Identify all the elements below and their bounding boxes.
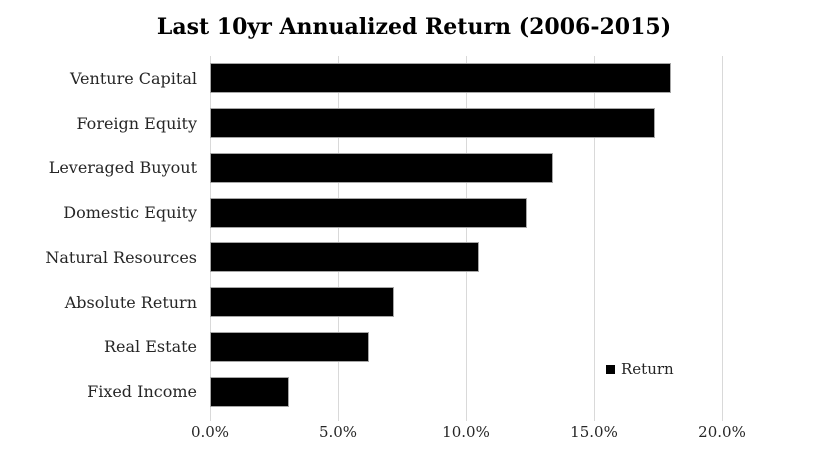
legend-square-icon bbox=[606, 364, 615, 374]
category-label: Domestic Equity bbox=[63, 203, 197, 223]
x-tick-label: 15.0% bbox=[570, 423, 618, 441]
category-label: Foreign Equity bbox=[76, 113, 197, 133]
bar-row bbox=[210, 235, 722, 280]
category-label: Natural Resources bbox=[45, 247, 197, 267]
axis-tick bbox=[210, 414, 211, 421]
bar bbox=[210, 331, 369, 362]
x-tick-label: 20.0% bbox=[698, 423, 746, 441]
bar-row bbox=[210, 369, 722, 414]
axis-tick bbox=[722, 414, 723, 421]
chart-title: Last 10yr Annualized Return (2006-2015) bbox=[156, 14, 672, 40]
bar-row bbox=[210, 146, 722, 191]
gridline bbox=[210, 56, 211, 414]
gridline bbox=[466, 56, 467, 414]
bar-row bbox=[210, 56, 722, 101]
bar-row bbox=[210, 280, 722, 325]
bar-rows bbox=[210, 56, 722, 414]
category-label: Absolute Return bbox=[64, 292, 197, 312]
bar bbox=[210, 376, 290, 407]
gridline bbox=[594, 56, 595, 414]
bar-row bbox=[210, 325, 722, 370]
bar bbox=[210, 287, 395, 318]
category-axis: Venture Capital Foreign Equity Leveraged B… bbox=[0, 56, 203, 414]
axis-tick bbox=[466, 414, 467, 421]
bar bbox=[210, 108, 656, 139]
value-axis: 0.0% 5.0% 10.0% 15.0% 20.0% bbox=[191, 423, 746, 443]
x-tick-label: 10.0% bbox=[442, 423, 490, 441]
x-tick-label: 5.0% bbox=[318, 423, 358, 441]
legend-label: Return bbox=[621, 360, 674, 378]
gridline bbox=[722, 56, 723, 414]
x-tick-label: 0.0% bbox=[190, 423, 230, 441]
axis-tick bbox=[594, 414, 595, 421]
category-label: Leveraged Buyout bbox=[48, 158, 197, 178]
plot-area bbox=[210, 56, 723, 421]
category-label: Fixed Income bbox=[87, 382, 197, 402]
category-label: Venture Capital bbox=[69, 68, 197, 88]
bar-row bbox=[210, 101, 722, 146]
axis-tick bbox=[338, 414, 339, 421]
legend: Return bbox=[606, 360, 674, 378]
bar bbox=[210, 197, 528, 228]
category-label: Real Estate bbox=[103, 337, 197, 357]
bar bbox=[210, 152, 554, 183]
bar-row bbox=[210, 190, 722, 235]
bar bbox=[210, 242, 479, 273]
gridline bbox=[338, 56, 339, 414]
bar bbox=[210, 63, 671, 94]
